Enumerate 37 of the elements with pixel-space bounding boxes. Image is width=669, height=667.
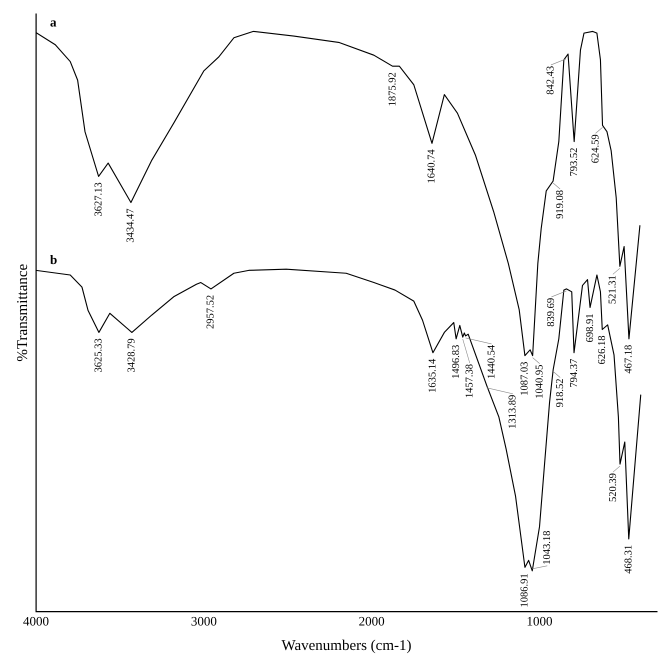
x-tick-label: 1000: [526, 614, 553, 629]
annotation: 626.18: [597, 336, 608, 364]
annotation: 698.91: [584, 313, 596, 342]
annotation: 1086.91: [520, 573, 531, 608]
annotation: 1043.18: [542, 530, 554, 565]
annotation: 624.59: [590, 134, 602, 164]
annotation: 1313.89: [508, 394, 519, 429]
annotation: 521.31: [608, 275, 619, 304]
annotation: 839.69: [546, 298, 558, 327]
annotation: 1040.95: [534, 364, 546, 399]
annotation: 842.43: [546, 66, 557, 95]
annotation: 3428.79: [126, 338, 138, 373]
annotation: 919.08: [554, 190, 566, 219]
x-tick-label: 4000: [23, 614, 49, 629]
annotation: 520.39: [608, 473, 619, 502]
annotation: 918.52: [554, 378, 566, 408]
annotation: 1496.83: [450, 344, 462, 379]
annotation: 1640.74: [426, 148, 438, 184]
annotation: 468.31: [624, 544, 634, 574]
annotation: 793.52: [568, 148, 580, 176]
annotation: 3627.13: [93, 182, 104, 217]
annotation: 3434.47: [126, 208, 137, 243]
annotation: 1635.14: [428, 358, 439, 393]
x-tick-label: 3000: [190, 614, 217, 629]
annotation: 1440.54: [486, 344, 498, 380]
series-label: a: [50, 14, 57, 30]
annotation: 467.18: [624, 344, 635, 374]
x-axis-title: Wavenumbers (cm-1): [282, 638, 412, 654]
annotation: 1087.03: [520, 362, 531, 396]
annotation: 2957.52: [206, 294, 217, 330]
annotation: 1457.38: [464, 364, 476, 398]
series-label: b: [50, 252, 58, 268]
annotation: 794.37: [568, 358, 580, 388]
x-tick-label: 2000: [358, 614, 385, 629]
annotation: 1875.92: [387, 72, 398, 106]
y-axis-title: %Transmittance: [14, 263, 31, 362]
annotation: 3625.33: [94, 338, 105, 373]
